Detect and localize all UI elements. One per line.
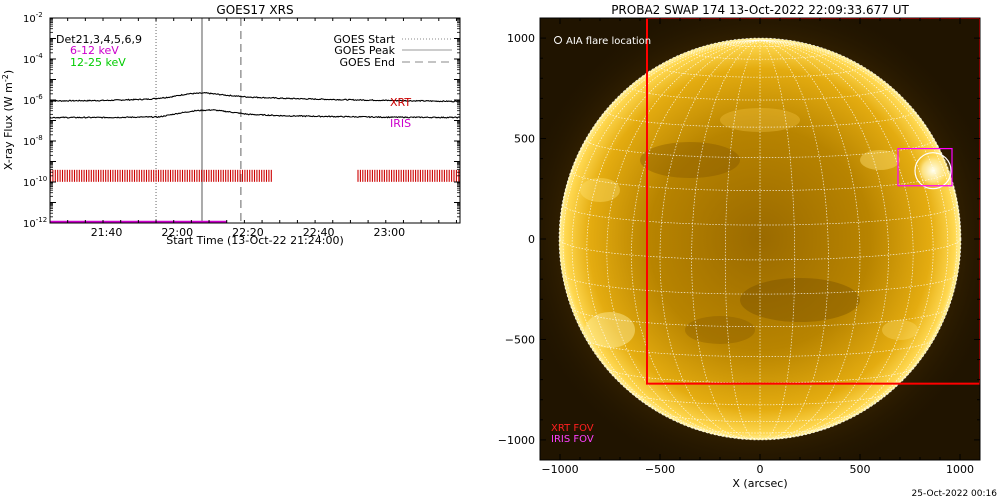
limb-outline	[558, 37, 962, 441]
image-x-tick-label: 500	[850, 463, 871, 476]
image-x-tick-label: 0	[757, 463, 764, 476]
xrt-coverage-label: XRT	[390, 96, 411, 109]
y-tick-label: 10-2	[23, 11, 43, 25]
xrt-coverage-segment	[357, 169, 460, 182]
iris-fov-label: IRIS FOV	[551, 434, 594, 445]
image-x-tick-label: −1000	[541, 463, 578, 476]
lightcurve-title: GOES17 XRS	[216, 3, 293, 17]
series-line-6-12-keV	[50, 92, 460, 103]
x-tick-label: 22:20	[232, 226, 264, 239]
legend-goes-start: GOES Start	[334, 33, 396, 46]
y-tick-label: 10-8	[23, 134, 43, 148]
image-title: PROBA2 SWAP 174 13-Oct-2022 22:09:33.677…	[611, 3, 909, 17]
legend-channel-6-12: 6-12 keV	[70, 44, 119, 57]
swap-image-panel: PROBA2 SWAP 174 13-Oct-2022 22:09:33.677…	[498, 3, 981, 490]
image-x-tick-label: 1000	[946, 463, 974, 476]
legend-channel-12-25: 12-25 keV	[70, 56, 126, 69]
footer-timestamp: 25-Oct-2022 00:16	[912, 489, 998, 499]
y-tick-label: 10-10	[23, 175, 47, 189]
image-xlabel: X (arcsec)	[732, 477, 787, 490]
image-y-tick-label: −500	[505, 333, 535, 346]
x-tick-label: 22:40	[303, 226, 335, 239]
legend-goes-end: GOES End	[339, 56, 395, 69]
image-y-tick-label: 0	[528, 233, 535, 246]
image-y-tick-label: 1000	[507, 32, 535, 45]
lightcurve-xlabel: Start Time (13-Oct-22 21:24:00)	[166, 234, 344, 247]
x-tick-label: 21:40	[91, 226, 123, 239]
goes-lightcurve-plot: GOES17 XRS 21:40 22:00 22:20 22:40 23:00 10-…	[1, 3, 461, 247]
heliographic-grid	[559, 39, 961, 440]
aia-flare-marker	[914, 152, 952, 190]
xrt-coverage-segment	[50, 169, 272, 182]
xrt-fov-label: XRT FOV	[551, 423, 594, 434]
solar-disk	[559, 38, 961, 440]
aia-legend-circle-icon	[554, 36, 562, 44]
xrt-fov-box	[646, 18, 980, 385]
lightcurve-ylabel: X-ray Flux (W m-2)	[1, 70, 15, 170]
legend-goes-peak: GOES Peak	[334, 44, 395, 57]
iris-coverage-label: IRIS	[390, 117, 411, 130]
detector-annotation: Det21,3,4,5,6,9	[56, 33, 142, 46]
image-x-tick-label: −500	[645, 463, 675, 476]
y-tick-label: 10-4	[23, 52, 43, 66]
x-tick-label: 23:00	[373, 226, 405, 239]
aia-legend-label: AIA flare location	[566, 36, 651, 47]
series-line-12-25-keV	[50, 108, 460, 119]
x-tick-label: 22:00	[161, 226, 193, 239]
flare-glow	[915, 152, 951, 189]
y-tick-label: 10-6	[23, 93, 43, 107]
disk-texture	[580, 108, 918, 348]
iris-fov-box	[897, 147, 953, 187]
y-tick-label: 10-12	[23, 216, 47, 230]
image-y-tick-label: 500	[514, 133, 535, 146]
image-y-tick-label: −1000	[498, 434, 535, 447]
